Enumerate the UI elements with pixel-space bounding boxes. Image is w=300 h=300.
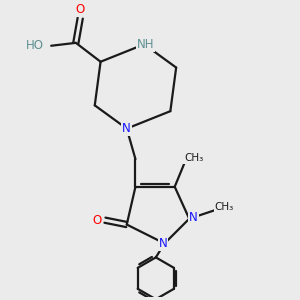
Text: O: O (92, 214, 102, 227)
Text: N: N (159, 237, 167, 250)
Text: N: N (189, 211, 198, 224)
Text: NH: NH (137, 38, 154, 51)
Text: O: O (76, 4, 85, 16)
Text: CH₃: CH₃ (214, 202, 234, 212)
Text: HO: HO (26, 39, 44, 52)
Text: CH₃: CH₃ (184, 153, 203, 163)
Text: N: N (122, 122, 131, 135)
